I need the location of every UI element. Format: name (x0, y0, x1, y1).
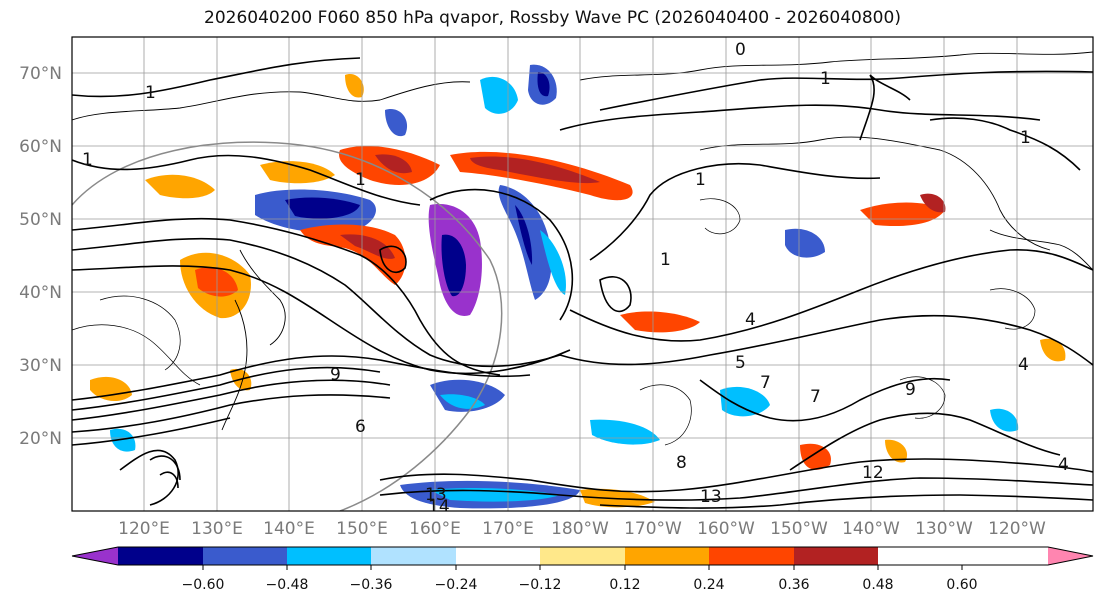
contour-labels: 0 1 1 1 1 1 1 1 4 4 5 7 7 9 9 12 13 13 1… (82, 40, 1069, 517)
latitude-labels: 70°N 60°N 50°N 40°N 30°N 20°N (19, 64, 62, 449)
colorbar-tick-label: −0.48 (266, 577, 309, 593)
lon-label: 180°W (551, 519, 609, 539)
colorbar-tick-label: 0.12 (609, 577, 640, 593)
colorbar-tick-labels: −0.60 −0.48 −0.36 −0.24 −0.12 0.12 0.24 … (182, 577, 978, 593)
colorbar: −0.60 −0.48 −0.36 −0.24 −0.12 0.12 0.24 … (71, 546, 1094, 593)
colorbar-left-extension (72, 547, 118, 565)
contour-label: 1 (1020, 128, 1031, 148)
lat-label-40n: 40°N (19, 283, 62, 303)
lon-label: 150°W (770, 519, 828, 539)
contour-label: 7 (760, 373, 771, 393)
map-frame (71, 36, 1094, 512)
lat-label-70n: 70°N (19, 64, 62, 84)
anomaly-shading (90, 64, 1066, 509)
lon-label: 170°W (624, 519, 682, 539)
contour-label: 0 (735, 40, 746, 60)
lon-label: 130°W (915, 519, 973, 539)
colorbar-tick-label: 0.60 (946, 577, 977, 593)
coastlines (72, 51, 1093, 431)
colorbar-ticks (202, 565, 963, 570)
contour-label: 9 (330, 365, 341, 385)
lat-label-20n: 20°N (19, 429, 62, 449)
grid-lines (72, 37, 1093, 511)
lon-label: 160°E (409, 519, 461, 539)
contour-label: 6 (355, 417, 366, 437)
colorbar-segment (371, 547, 456, 565)
contour-label: 5 (735, 353, 746, 373)
colorbar-segment (203, 547, 287, 565)
colorbar-segment (540, 547, 625, 565)
colorbar-right-extension (1048, 547, 1093, 565)
contour-label: 1 (695, 170, 706, 190)
colorbar-tick-label: −0.24 (435, 577, 478, 593)
contour-lines (72, 57, 1093, 509)
lat-label-30n: 30°N (19, 356, 62, 376)
lat-label-50n: 50°N (19, 210, 62, 230)
lon-label: 140°E (263, 519, 315, 539)
colorbar-segment (709, 547, 794, 565)
contour-label: 12 (862, 463, 884, 483)
lon-label: 170°E (482, 519, 534, 539)
contour-label: 13 (425, 485, 447, 505)
lat-label-60n: 60°N (19, 137, 62, 157)
colorbar-segment (118, 547, 203, 565)
lon-label: 120°W (988, 519, 1046, 539)
lon-label: 120°E (118, 519, 170, 539)
lon-label: 160°W (697, 519, 755, 539)
colorbar-tick-label: 0.24 (693, 577, 724, 593)
colorbar-tick-label: 0.48 (862, 577, 893, 593)
contour-label: 1 (145, 83, 156, 103)
colorbar-outline (71, 546, 1094, 566)
contour-label: 14 (428, 497, 450, 517)
contour-label: 8 (676, 453, 687, 473)
reference-arc (72, 141, 503, 511)
contour-label: 4 (745, 310, 756, 330)
lon-label: 140°W (842, 519, 900, 539)
colorbar-tick-label: 0.36 (778, 577, 809, 593)
map-title: 2026040200 F060 850 hPa qvapor, Rossby W… (204, 8, 901, 28)
colorbar-segment (287, 547, 371, 565)
contour-label: 4 (1058, 455, 1069, 475)
lon-label: 150°E (336, 519, 388, 539)
colorbar-tick-label: −0.36 (350, 577, 393, 593)
colorbar-segment (794, 547, 878, 565)
contour-label: 1 (82, 150, 93, 170)
contour-label: 9 (905, 380, 916, 400)
lon-label: 130°E (191, 519, 243, 539)
colorbar-tick-label: −0.60 (182, 577, 225, 593)
longitude-labels: 120°E 130°E 140°E 150°E 160°E 170°E 180°… (118, 519, 1046, 539)
contour-label: 4 (1018, 355, 1029, 375)
contour-label: 13 (700, 487, 722, 507)
colorbar-tick-label: −0.12 (519, 577, 562, 593)
contour-label: 1 (355, 170, 366, 190)
thin-contours (72, 198, 1036, 446)
colorbar-segment (625, 547, 709, 565)
contour-label: 1 (820, 69, 831, 89)
contour-label: 1 (660, 250, 671, 270)
colorbar-segment (456, 547, 540, 565)
contour-label: 7 (810, 387, 821, 407)
